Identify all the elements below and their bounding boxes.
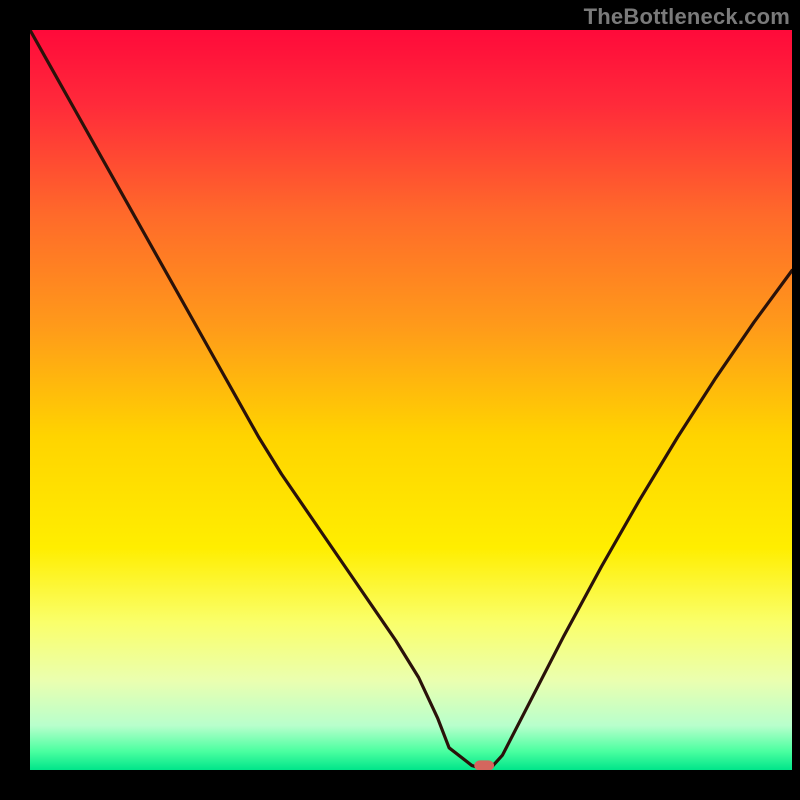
gradient-background — [30, 30, 792, 770]
optimal-point-marker — [474, 760, 494, 770]
bottleneck-chart — [0, 0, 800, 800]
chart-frame: TheBottleneck.com — [0, 0, 800, 800]
watermark-text: TheBottleneck.com — [584, 4, 790, 30]
